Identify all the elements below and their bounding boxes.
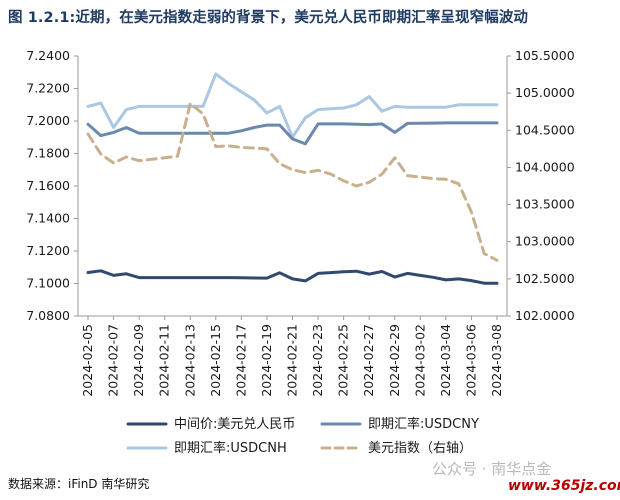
chart-title: 图 1.2.1:近期，在美元指数走弱的背景下，美元兑人民币即期汇率呈现窄幅波动 bbox=[8, 10, 529, 26]
series-line bbox=[86, 121, 499, 146]
left-y-tick-labels: 7.0800 7.1000 7.1200 7.1400 7.1600 7.1800 7.20… bbox=[26, 48, 70, 323]
watermark-text: 公众号 · 南华点金 bbox=[432, 460, 552, 478]
left-y-tick-label: 7.2400 bbox=[26, 48, 70, 63]
x-tick-label: 2024-02-15 bbox=[208, 324, 223, 397]
right-y-tick-labels: 102.0000 102.5000 103.0000 103.5000 104.0000… bbox=[515, 48, 575, 323]
x-tick-label: 2024-03-02 bbox=[412, 324, 427, 397]
x-tick-label: 2024-02-07 bbox=[106, 324, 121, 397]
x-tick-label: 2024-02-13 bbox=[182, 324, 197, 397]
left-y-tick-label: 7.2200 bbox=[26, 81, 70, 96]
legend-label: 即期汇率:USDCNY bbox=[368, 416, 479, 432]
left-y-tick-label: 7.2000 bbox=[26, 113, 70, 128]
right-y-tick-label: 103.5000 bbox=[515, 197, 575, 212]
axes bbox=[74, 55, 511, 320]
legend-label: 中间价:美元兑人民币 bbox=[174, 417, 295, 432]
left-y-tick-label: 7.1400 bbox=[26, 211, 70, 226]
x-tick-label: 2024-02-29 bbox=[387, 324, 402, 397]
x-tick-label: 2024-02-09 bbox=[131, 324, 146, 397]
website-watermark: www.365jz.com bbox=[508, 478, 620, 494]
x-tick-label: 2024-03-06 bbox=[463, 324, 478, 397]
left-y-tick-label: 7.1800 bbox=[26, 146, 70, 161]
legend-label: 即期汇率:USDCNH bbox=[174, 440, 287, 456]
x-tick-label: 2024-02-21 bbox=[285, 324, 300, 397]
series-line bbox=[86, 102, 499, 262]
right-y-tick-label: 105.5000 bbox=[515, 48, 575, 63]
left-y-tick-label: 7.0800 bbox=[26, 308, 70, 323]
data-source-note: 数据来源：iFinD 南华研究 bbox=[8, 477, 150, 491]
left-y-tick-label: 7.1600 bbox=[26, 178, 70, 193]
x-tick-labels: 2024-02-05 2024-02-07 2024-02-09 2024-02-11… bbox=[80, 324, 504, 397]
right-y-tick-label: 104.0000 bbox=[515, 159, 575, 174]
right-y-tick-label: 102.0000 bbox=[515, 308, 575, 323]
x-tick-label: 2024-02-17 bbox=[233, 324, 248, 397]
x-tick-label: 2024-02-19 bbox=[259, 324, 274, 397]
x-tick-label: 2024-02-05 bbox=[80, 324, 95, 397]
left-y-tick-label: 7.1200 bbox=[26, 243, 70, 258]
right-y-tick-label: 103.0000 bbox=[515, 234, 575, 249]
series-line bbox=[86, 269, 499, 285]
left-y-tick-label: 7.1000 bbox=[26, 276, 70, 291]
series-line bbox=[86, 72, 499, 139]
x-tick-label: 2024-03-04 bbox=[438, 324, 453, 397]
x-tick-label: 2024-03-08 bbox=[489, 324, 504, 397]
x-tick-label: 2024-02-25 bbox=[336, 324, 351, 397]
x-tick-label: 2024-02-27 bbox=[361, 324, 376, 397]
x-tick-label: 2024-02-23 bbox=[310, 324, 325, 397]
right-y-tick-label: 104.5000 bbox=[515, 122, 575, 137]
legend: 中间价:美元兑人民币 即期汇率:USDCNY 即期汇率:USDCNH 美元指数（右轴） bbox=[126, 416, 479, 456]
x-tick-label: 2024-02-11 bbox=[157, 324, 172, 397]
legend-label: 美元指数（右轴） bbox=[368, 441, 472, 456]
series-lines bbox=[86, 72, 499, 285]
right-y-tick-label: 105.0000 bbox=[515, 85, 575, 100]
right-y-tick-label: 102.5000 bbox=[515, 271, 575, 286]
